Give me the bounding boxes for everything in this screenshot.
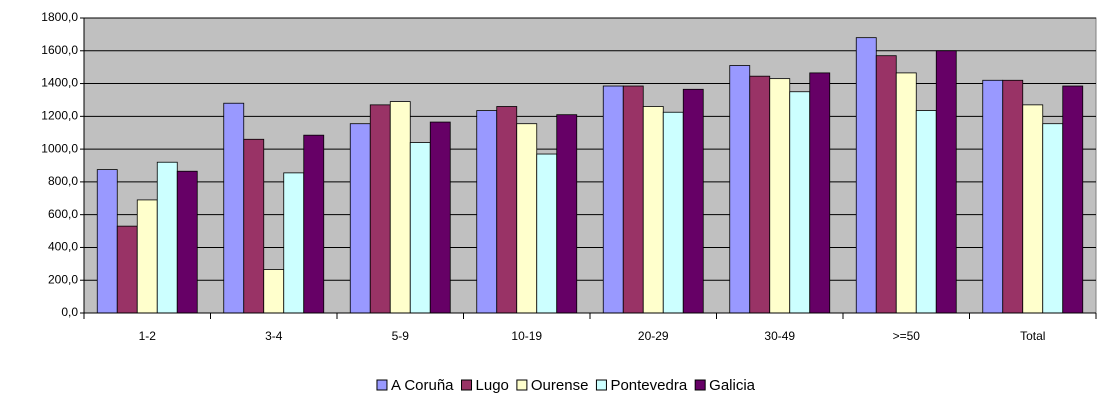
- bar: [1002, 79, 1024, 314]
- bar: [662, 111, 684, 314]
- bar: [429, 121, 451, 314]
- bar: [369, 104, 391, 314]
- x-tick-label: 1-2: [139, 329, 157, 343]
- bar: [1022, 104, 1044, 314]
- bar: [935, 50, 957, 314]
- legend-label: Ourense: [531, 377, 589, 394]
- y-tick-label: 800,0: [48, 174, 78, 188]
- bar: [556, 114, 578, 314]
- bar: [809, 72, 831, 314]
- legend-swatch: [461, 379, 473, 391]
- x-tick-label: 5-9: [392, 329, 410, 343]
- bar: [855, 37, 877, 314]
- y-tick-label: 1400,0: [41, 76, 78, 90]
- bar: [642, 106, 664, 314]
- bar: [602, 85, 624, 314]
- y-tick-label: 1800,0: [41, 10, 78, 24]
- bar: [682, 88, 704, 314]
- legend-label: A Coruña: [391, 377, 454, 394]
- legend-swatch: [595, 379, 607, 391]
- x-tick-label: Total: [1020, 329, 1045, 343]
- x-tick-label: 20-29: [638, 329, 669, 343]
- legend-swatch: [376, 379, 388, 391]
- x-tick-label: >=50: [893, 329, 921, 343]
- bar: [389, 101, 411, 314]
- bar: [1062, 85, 1084, 314]
- bar: [156, 161, 178, 314]
- y-tick-label: 400,0: [48, 240, 78, 254]
- bar: [982, 79, 1004, 314]
- bar: [622, 85, 644, 314]
- legend-label: Lugo: [476, 377, 509, 394]
- bar: [136, 199, 158, 314]
- y-tick-label: 1200,0: [41, 109, 78, 123]
- bar: [749, 75, 771, 314]
- legend-swatch: [516, 379, 528, 391]
- x-tick-label: 30-49: [764, 329, 795, 343]
- y-tick-label: 600,0: [48, 207, 78, 221]
- bar: [223, 102, 245, 314]
- bar: [536, 153, 558, 314]
- bar: [476, 110, 498, 314]
- bar: [875, 55, 897, 314]
- y-tick-label: 200,0: [48, 272, 78, 286]
- x-tick-label: 10-19: [511, 329, 542, 343]
- y-tick-label: 0,0: [61, 305, 78, 319]
- bar: [1042, 123, 1064, 314]
- y-tick-label: 1600,0: [41, 43, 78, 57]
- bar: [243, 138, 265, 314]
- bar: [729, 65, 751, 314]
- bar: [263, 269, 285, 314]
- legend-label: Pontevedra: [610, 377, 687, 394]
- bar: [349, 123, 371, 314]
- bar: [789, 91, 811, 314]
- x-tick-label: 3-4: [265, 329, 283, 343]
- bar: [283, 172, 305, 314]
- bar: [176, 170, 198, 314]
- bar: [915, 110, 937, 314]
- legend-label: Galicia: [709, 377, 756, 394]
- bar: [116, 225, 138, 314]
- bar: [303, 134, 325, 314]
- bar: [96, 169, 118, 314]
- bar: [409, 142, 431, 314]
- bar: [516, 123, 538, 314]
- bar: [895, 72, 917, 314]
- bar: [769, 78, 791, 314]
- bar: [496, 106, 518, 314]
- y-tick-label: 1000,0: [41, 141, 78, 155]
- legend-swatch: [694, 379, 706, 391]
